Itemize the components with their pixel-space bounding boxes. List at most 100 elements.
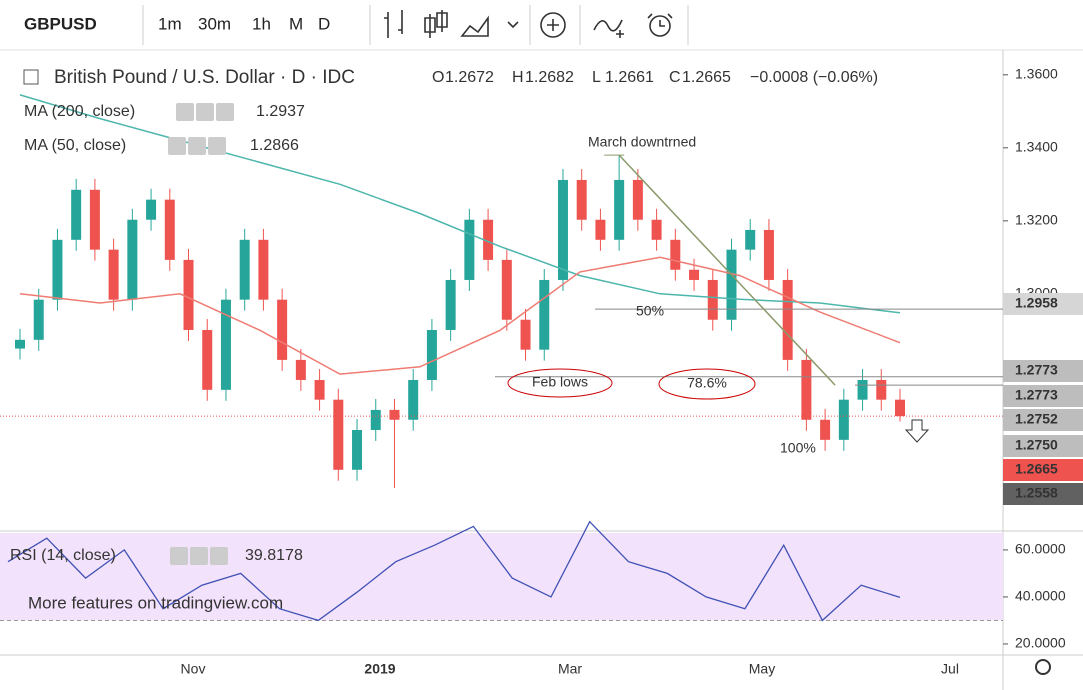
ohlc-key: C [669, 69, 681, 86]
candle-body [595, 219, 606, 240]
area-icon[interactable] [460, 15, 489, 37]
rsi-tick-label: 40.0000 [1015, 588, 1066, 604]
indicator-name: MA (200, close) [24, 103, 135, 120]
price-label-box [1003, 293, 1083, 315]
candle-body [314, 379, 325, 400]
candle-body [352, 429, 363, 470]
indicator-name: MA (50, close) [24, 137, 126, 154]
candle-body [89, 189, 100, 250]
annotation-ellipse [658, 368, 756, 400]
price-label: 1.2665 [1015, 461, 1058, 477]
moving-average [19, 94, 901, 314]
indicator-btn[interactable] [196, 103, 214, 121]
candle-body [782, 279, 793, 360]
time-label: May [749, 661, 775, 677]
candle-body [220, 299, 231, 390]
candle-body [614, 179, 625, 240]
candle-body [52, 239, 63, 300]
interval[interactable]: 1h [252, 14, 271, 33]
indicator-value: 1.2937 [256, 103, 305, 120]
candle-body [557, 179, 568, 280]
candle-body [763, 229, 774, 280]
add-icon[interactable] [540, 12, 566, 38]
candle-body [651, 219, 662, 240]
annotation: Feb lows [532, 374, 588, 390]
candle-body [426, 329, 437, 380]
time-label: Jul [941, 661, 959, 677]
legend-title: British Pound / U.S. Dollar · D · IDC [54, 67, 355, 88]
indicator-btn[interactable] [210, 547, 228, 565]
rsi-name: RSI (14, close) [10, 547, 116, 564]
interval[interactable]: M [289, 14, 303, 33]
candle-body [726, 249, 737, 320]
candle-body [389, 409, 400, 420]
candle-body [370, 409, 381, 430]
candle-body [876, 379, 887, 400]
indicator-btn[interactable] [170, 547, 188, 565]
watermark[interactable]: More features on tradingview.com [28, 593, 283, 612]
candle-body [15, 339, 25, 349]
price-label: 1.2773 [1015, 362, 1058, 378]
candle-body [464, 219, 475, 280]
candle-body [632, 179, 643, 220]
annotation: 100% [780, 440, 816, 456]
price-label: 1.2752 [1015, 411, 1058, 427]
collapse-btn[interactable] [23, 69, 39, 85]
candle-body [820, 419, 831, 440]
ohlc-key: H [512, 69, 524, 86]
price-label-box [1003, 483, 1083, 505]
time-label: 2019 [364, 661, 395, 677]
ohlc-key: L [592, 69, 601, 86]
price-label-box [1003, 385, 1083, 407]
candle-body [127, 219, 138, 300]
candle-body [801, 359, 812, 420]
price-label: 1.2773 [1015, 387, 1058, 403]
candle-icon[interactable] [424, 10, 448, 38]
candle-body [689, 269, 700, 280]
candle-body [745, 229, 756, 250]
indicator-btn[interactable] [208, 137, 226, 155]
annotation: 78.6% [687, 375, 727, 391]
candle-body [408, 379, 419, 420]
annotation-ellipse [507, 368, 613, 398]
dropdown[interactable] [507, 21, 519, 29]
trendline [618, 154, 836, 386]
rsi-line [7, 520, 901, 622]
interval[interactable]: 1m [158, 14, 182, 33]
indicator-btn[interactable] [176, 103, 194, 121]
alert-icon[interactable] [649, 15, 671, 37]
interval[interactable]: D [318, 14, 330, 33]
indicator-btn[interactable] [188, 137, 206, 155]
settings-icon[interactable] [1035, 659, 1051, 675]
toolbar-icons [142, 5, 689, 45]
indicator-value: 1.2866 [250, 137, 299, 154]
candle-body [501, 259, 512, 320]
candle-body [277, 299, 288, 360]
moving-average [19, 256, 901, 375]
bar-icon[interactable] [384, 10, 403, 38]
candle-body [520, 319, 531, 350]
candle-body [258, 239, 269, 300]
candle-body [539, 279, 550, 350]
candle-body [670, 239, 681, 270]
candle-body [71, 189, 82, 240]
rsi-value: 39.8178 [245, 547, 303, 564]
candle-body [707, 279, 718, 320]
indicator-btn[interactable] [190, 547, 208, 565]
price-label: 1.2558 [1015, 485, 1058, 501]
candle-body [333, 399, 344, 470]
candle-body [895, 399, 905, 417]
indicator-btn[interactable] [216, 103, 234, 121]
arrow-down [904, 419, 930, 443]
candle-body [838, 399, 849, 440]
candle-body [445, 279, 456, 330]
candle-body [146, 199, 157, 220]
rsi-tick-label: 20.0000 [1015, 635, 1066, 651]
symbol[interactable]: GBPUSD [24, 14, 97, 33]
interval[interactable]: 30m [198, 14, 231, 33]
candle-body [239, 239, 250, 300]
compare-icon[interactable] [593, 19, 624, 38]
indicator-btn[interactable] [168, 137, 186, 155]
